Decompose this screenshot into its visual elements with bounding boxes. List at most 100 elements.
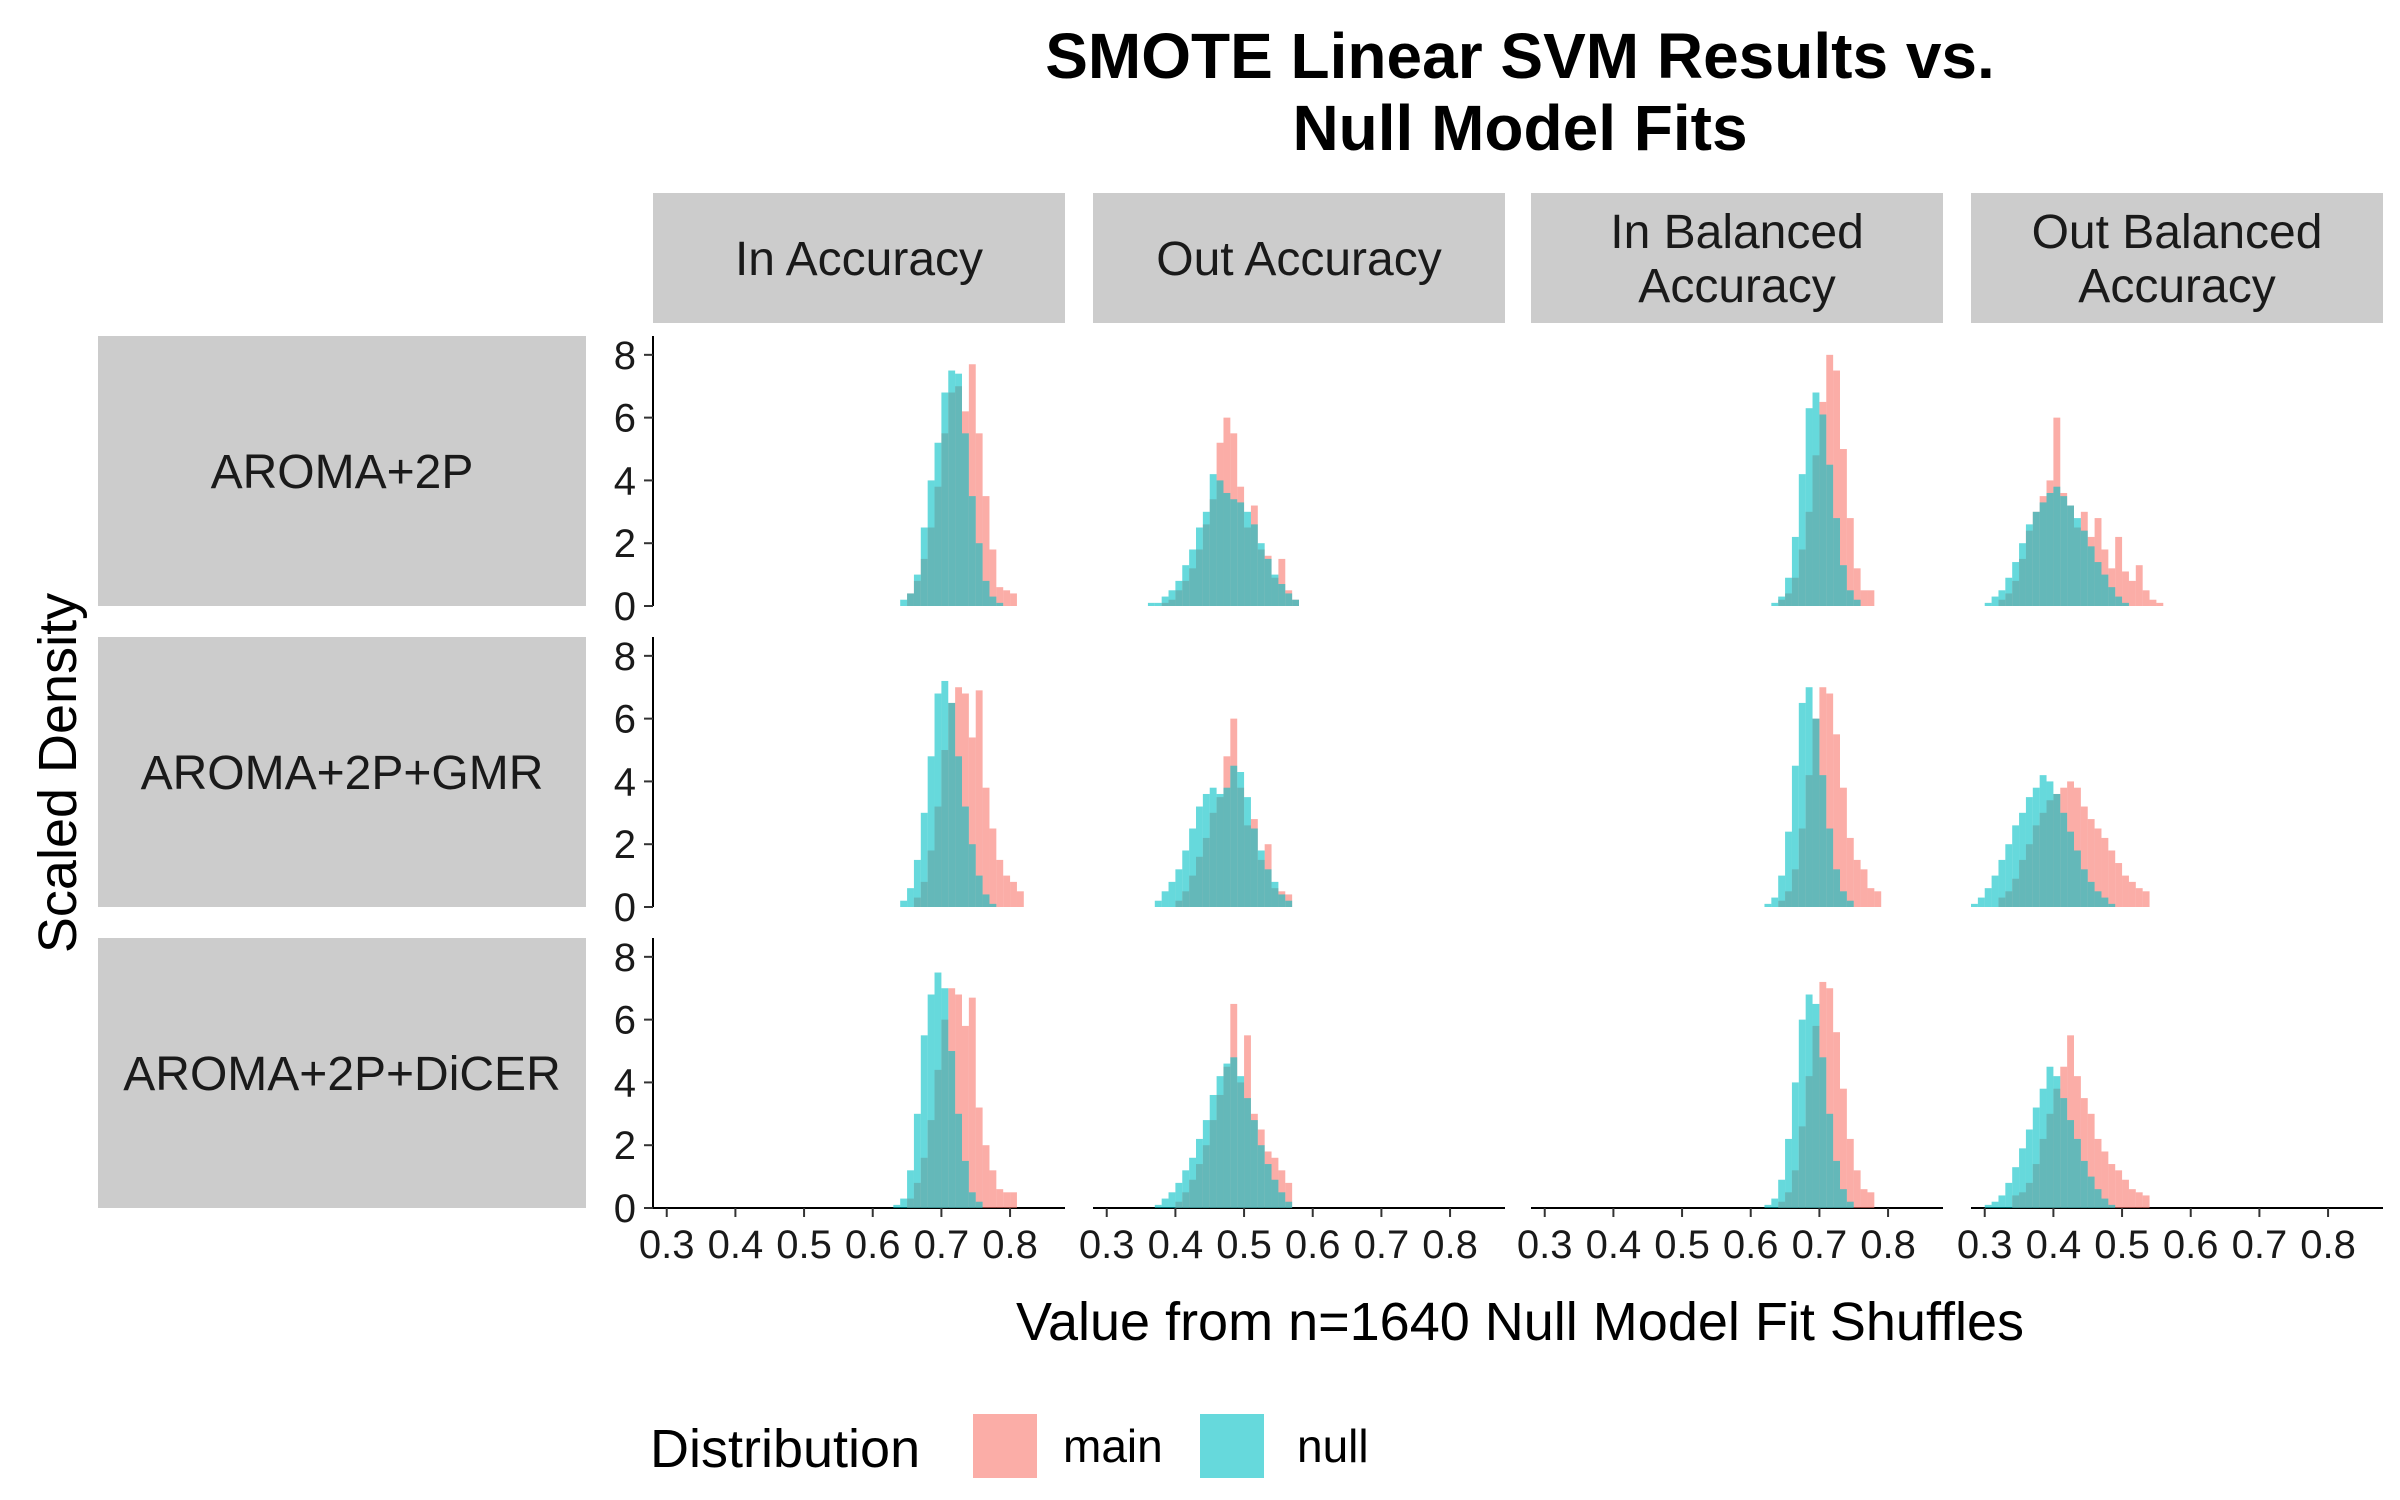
histogram-bar-null <box>2060 496 2068 606</box>
histogram-bar-null <box>962 1160 969 1208</box>
series-null <box>1984 1066 2116 1208</box>
histogram-bar-null <box>2019 1148 2026 1208</box>
column-strip-background <box>1093 193 1505 323</box>
legend-label-main: main <box>1063 1420 1163 1472</box>
histogram-bar-null <box>2032 511 2040 606</box>
histogram-bar-null <box>1209 787 1217 907</box>
histogram-bar-null <box>1175 869 1183 907</box>
histogram-bar-null <box>900 900 908 907</box>
row-strip-background <box>98 637 586 907</box>
row-strip-label: AROMA+2P+GMR <box>141 747 544 800</box>
histogram-bar-main <box>1003 590 1011 606</box>
histogram-bar-main <box>1860 1189 1868 1208</box>
histogram-bar-main <box>2115 1170 2123 1208</box>
histogram-bar-null <box>920 1035 928 1208</box>
histogram-bar-null <box>948 1051 956 1208</box>
histogram-bar-null <box>920 812 928 907</box>
histogram-bar-main <box>2142 891 2150 907</box>
histogram-bar-null <box>1998 1195 2006 1208</box>
histogram-bar-null <box>2094 562 2102 606</box>
x-tick-label: 0.7 <box>1792 1223 1848 1267</box>
histogram-bar-null <box>893 1204 901 1208</box>
histogram-bar-null <box>1812 392 1820 606</box>
histogram-bar-main <box>1840 787 1847 907</box>
histogram-bar-main <box>2142 1195 2150 1208</box>
histogram-bar-null <box>1791 1082 1799 1208</box>
histogram-bar-main <box>2087 819 2095 907</box>
y-tick-label: 2 <box>614 823 636 867</box>
histogram-bar-main <box>1826 693 1834 907</box>
x-tick-label: 0.4 <box>708 1223 764 1267</box>
histogram-bar-null <box>2053 793 2061 907</box>
row-strip-label: AROMA+2P+DiCER <box>123 1048 560 1101</box>
histogram-bar-null <box>2094 1189 2102 1208</box>
histogram-bar-null <box>2019 812 2026 907</box>
histogram-bar-null <box>1771 1198 1779 1208</box>
histogram-bar-null <box>2087 1176 2095 1208</box>
histogram-bar-main <box>1010 881 1017 907</box>
histogram-bar-null <box>913 859 921 907</box>
histogram-bar-null <box>1271 881 1279 907</box>
histogram-bar-null <box>934 442 942 606</box>
histogram-bar-null <box>1196 527 1203 606</box>
histogram-bar-null <box>968 1192 976 1208</box>
x-tick-label: 0.6 <box>1285 1223 1341 1267</box>
y-tick-label: 0 <box>614 886 636 930</box>
histogram-bar-null <box>1189 549 1196 606</box>
histogram-bar-null <box>1271 574 1279 606</box>
panel-aroma-2p-dicer-out-accuracy <box>1154 1003 1293 1208</box>
histogram-bar-null <box>2060 1098 2068 1208</box>
histogram-bar-null <box>2067 1120 2074 1208</box>
histogram-bar-main <box>989 549 997 606</box>
chart-title-line-2: Null Model Fits <box>1292 92 1747 164</box>
histogram-bar-null <box>2080 530 2088 606</box>
histogram-bar-null <box>2039 502 2047 606</box>
x-tick-label: 0.8 <box>1422 1223 1478 1267</box>
histogram-bar-null <box>2032 1107 2040 1208</box>
histogram-bar-null <box>1819 775 1827 907</box>
histogram-bar-main <box>2108 1164 2116 1208</box>
histogram-bar-main <box>982 496 990 606</box>
y-axis-aroma-2p-gmr: 0 2 4 6 8 <box>614 635 654 930</box>
legend: Distribution main null <box>650 1414 1369 1479</box>
histogram-bar-null <box>1826 464 1834 606</box>
histogram-bar-main <box>2135 565 2143 606</box>
x-tick-label: 0.8 <box>2300 1223 2356 1267</box>
histogram-bar-null <box>1285 900 1293 907</box>
histogram-bar-null <box>1216 1076 1224 1208</box>
histogram-bar-main <box>1826 988 1834 1208</box>
histogram-bar-null <box>2005 844 2013 907</box>
x-tick-label: 0.3 <box>1517 1223 1573 1267</box>
histogram-bar-main <box>2080 806 2088 907</box>
histogram-bar-null <box>1237 502 1245 606</box>
histogram-bar-null <box>934 693 942 907</box>
x-tick-label: 0.5 <box>1654 1223 1710 1267</box>
x-tick-label: 0.3 <box>639 1223 695 1267</box>
series-null <box>1154 765 1293 907</box>
histogram-bar-null <box>982 894 990 907</box>
series-null <box>1771 392 1861 606</box>
column-strip-label: In Balanced <box>1610 206 1864 259</box>
panel-aroma-2p-in-accuracy <box>900 364 1017 606</box>
column-strip-background <box>1971 193 2383 323</box>
legend-key-null <box>1200 1414 1264 1478</box>
histogram-bar-null <box>2046 1066 2054 1208</box>
histogram-bar-null <box>1840 891 1847 907</box>
histogram-bar-null <box>1791 765 1799 907</box>
histogram-bar-main <box>2128 580 2136 606</box>
panel-aroma-2p-gmr-out-balanced-accuracy <box>1971 775 2150 907</box>
histogram-bar-main <box>2128 881 2136 907</box>
histogram-bar-null <box>1991 875 1999 907</box>
histogram-bar-main <box>962 693 969 907</box>
histogram-bar-null <box>1244 797 1251 907</box>
histogram-bar-null <box>962 433 969 606</box>
histogram-bar-null <box>1264 1164 1272 1208</box>
histogram-bar-null <box>1196 806 1203 907</box>
histogram-bar-null <box>1785 577 1792 606</box>
y-axis-title: Scaled Density <box>28 593 88 953</box>
histogram-bar-main <box>989 1170 997 1208</box>
histogram-bar-null <box>975 875 983 907</box>
histogram-bar-null <box>955 756 962 907</box>
